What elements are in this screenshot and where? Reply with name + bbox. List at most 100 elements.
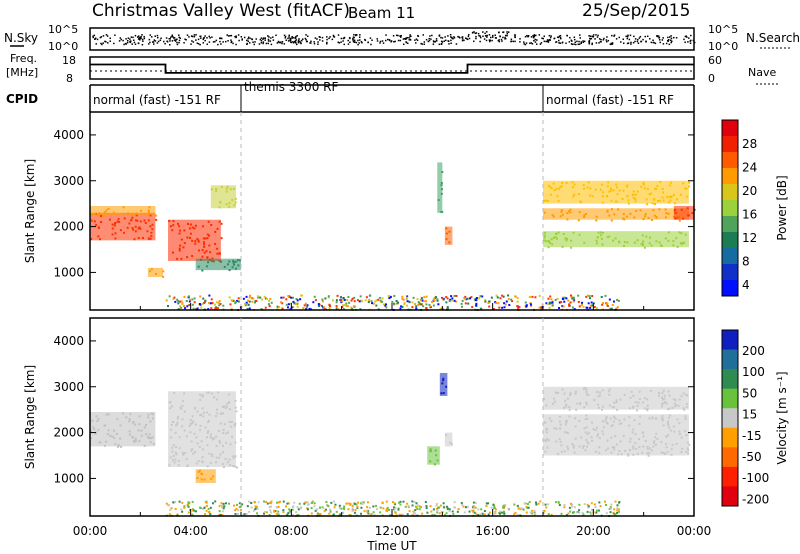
clutter-pixel <box>323 510 326 513</box>
clutter-pixel <box>448 510 451 513</box>
clutter-pixel <box>438 506 441 509</box>
data-pixel <box>602 433 605 436</box>
data-pixel <box>195 436 198 439</box>
data-pixel <box>601 405 604 408</box>
clutter-pixel <box>264 297 267 300</box>
data-pixel <box>664 401 667 404</box>
data-pixel <box>666 451 669 454</box>
nsky-dot <box>208 41 211 43</box>
clutter-pixel <box>353 511 356 514</box>
clutter-pixel <box>381 297 384 300</box>
data-pixel <box>642 183 645 186</box>
data-pixel <box>128 420 131 423</box>
data-pixel <box>554 232 557 235</box>
clutter-pixel <box>573 506 576 509</box>
clutter-pixel <box>180 306 183 309</box>
data-pixel <box>188 236 191 239</box>
data-pixel <box>558 415 561 418</box>
nsky-dot <box>533 39 535 42</box>
data-pixel <box>205 411 208 414</box>
clutter-pixel <box>502 295 505 298</box>
data-pixel <box>596 433 599 436</box>
data-pixel <box>572 231 575 234</box>
nsky-dot <box>253 43 255 46</box>
data-pixel <box>189 232 192 235</box>
nsky-dot <box>265 42 268 45</box>
clutter-pixel <box>568 303 571 306</box>
clutter-pixel <box>276 305 279 308</box>
data-pixel <box>624 449 627 452</box>
clutter-pixel <box>395 299 398 302</box>
data-pixel <box>667 239 670 242</box>
xtick-label: 00:00 <box>677 524 712 538</box>
clutter-pixel <box>411 301 414 304</box>
nsky-dot <box>316 38 318 40</box>
nsky-dot <box>580 42 583 45</box>
data-pixel <box>563 431 566 434</box>
data-pixel <box>213 396 216 399</box>
clutter-pixel <box>178 500 181 503</box>
nsky-dot <box>486 36 488 38</box>
clutter-pixel <box>593 306 596 309</box>
nsky-dot <box>443 40 446 42</box>
clutter-pixel <box>180 300 183 303</box>
nsky-dot <box>305 38 307 41</box>
clutter-pixel <box>455 300 458 303</box>
data-pixel <box>585 439 588 442</box>
data-pixel <box>627 199 630 202</box>
clutter-pixel <box>557 501 560 504</box>
clutter-pixel <box>487 302 490 305</box>
data-pixel <box>147 219 150 222</box>
data-pixel <box>626 241 629 244</box>
clutter-pixel <box>412 511 415 514</box>
data-pixel <box>549 193 552 196</box>
data-pixel <box>183 392 186 395</box>
clutter-pixel <box>169 508 172 511</box>
clutter-pixel <box>475 297 478 300</box>
data-pixel <box>147 416 150 419</box>
data-pixel <box>623 393 626 396</box>
data-pixel <box>571 181 574 184</box>
data-pixel <box>603 426 606 429</box>
nsky-dot <box>539 43 542 45</box>
data-pixel <box>123 217 126 220</box>
colorbar-segment <box>722 136 738 153</box>
data-pixel <box>97 226 100 229</box>
clutter-pixel <box>247 299 250 302</box>
data-pixel <box>543 236 546 239</box>
data-pixel <box>587 442 590 445</box>
clutter-pixel <box>461 503 464 506</box>
nsky-dot <box>450 42 452 45</box>
data-pixel <box>547 184 550 187</box>
nsky-dot <box>214 40 216 43</box>
freq-tick-bottom: 8 <box>66 72 73 85</box>
data-pixel <box>649 389 652 392</box>
clutter-pixel <box>580 303 583 306</box>
data-region <box>90 205 156 216</box>
clutter-pixel <box>349 504 352 507</box>
data-pixel <box>578 419 581 422</box>
nsky-dot <box>588 41 591 44</box>
clutter-pixel <box>578 305 581 308</box>
nsky-dot <box>399 35 401 37</box>
clutter-pixel <box>348 301 351 304</box>
data-pixel <box>178 447 181 450</box>
clutter-pixel <box>369 294 372 297</box>
data-pixel <box>574 417 577 420</box>
clutter-pixel <box>573 299 576 302</box>
nsky-dot <box>234 35 236 38</box>
nsky-dot <box>340 37 343 40</box>
clutter-pixel <box>590 513 593 516</box>
nsky-dot <box>504 34 507 37</box>
colorbar-segment <box>722 216 738 233</box>
data-pixel <box>197 470 200 473</box>
clutter-pixel <box>445 301 448 304</box>
data-pixel <box>228 400 231 403</box>
nsky-dot <box>592 35 594 38</box>
data-pixel <box>232 259 235 262</box>
data-pixel <box>619 440 622 443</box>
data-pixel <box>201 407 204 410</box>
nsky-dot <box>483 38 486 40</box>
data-pixel <box>553 427 556 430</box>
data-pixel <box>106 433 109 436</box>
